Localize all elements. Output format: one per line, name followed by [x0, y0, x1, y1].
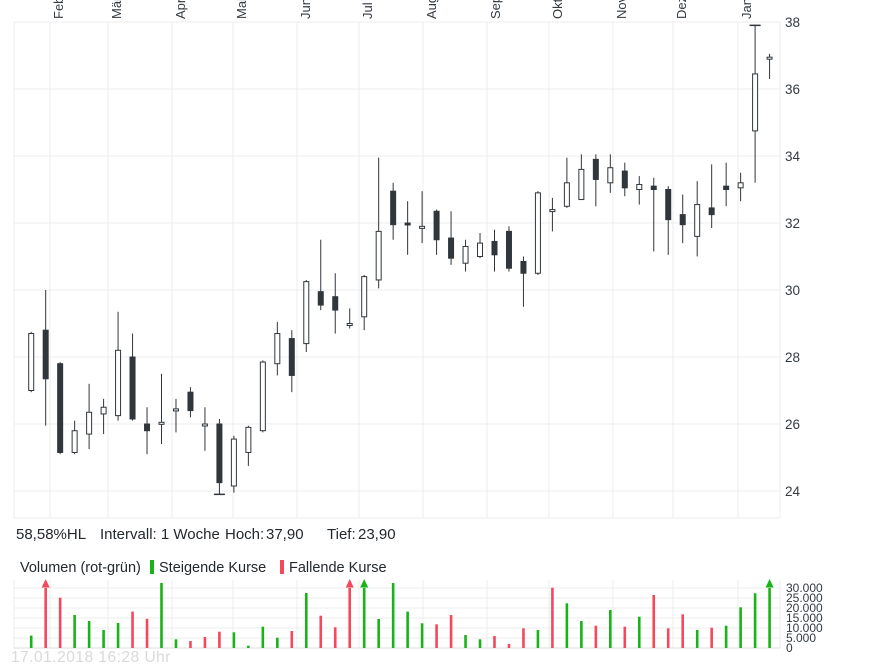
- svg-text:0: 0: [786, 641, 793, 655]
- volume-legend: Volumen (rot-grün) Steigende Kurse Falle…: [0, 558, 895, 576]
- volume-legend-label: Volumen (rot-grün): [20, 560, 141, 576]
- svg-text:Mär: Mär: [109, 0, 124, 19]
- timestamp-watermark: 17.01.2018 16:28 Uhr: [11, 649, 171, 666]
- rising-color-chip: [150, 560, 154, 574]
- falling-legend-label: Fallende Kurse: [289, 560, 387, 576]
- stats-bar: 58,58%HL Intervall: 1 Woche Hoch: 37,90 …: [0, 524, 895, 544]
- price-candlestick-chart: 38 36 34 32 30 28 26 24 Feb Mär Apr Mai Jun Jul Aug Sep…: [13, 0, 801, 519]
- svg-text:Okt: Okt: [550, 0, 565, 19]
- svg-text:5.000: 5.000: [786, 631, 816, 645]
- svg-text:28: 28: [785, 350, 800, 365]
- svg-text:34: 34: [785, 149, 801, 164]
- rising-legend-label: Steigende Kurse: [159, 560, 267, 576]
- tief-label: Tief:: [327, 526, 356, 543]
- svg-text:30.000: 30.000: [786, 581, 823, 595]
- svg-text:25.000: 25.000: [786, 591, 823, 605]
- svg-text:15.000: 15.000: [786, 611, 823, 625]
- svg-text:Nov: Nov: [614, 0, 629, 19]
- svg-text:36: 36: [785, 82, 800, 97]
- svg-text:Mai: Mai: [234, 0, 249, 19]
- svg-text:Jun: Jun: [298, 0, 313, 19]
- svg-text:26: 26: [785, 417, 800, 432]
- hoch-label: Hoch:: [225, 526, 265, 543]
- interval-label: Intervall: 1 Woche: [100, 526, 220, 543]
- svg-text:Aug: Aug: [424, 0, 439, 19]
- svg-text:Feb: Feb: [51, 0, 66, 19]
- svg-text:38: 38: [785, 15, 800, 30]
- svg-text:24: 24: [785, 484, 801, 499]
- svg-text:Apr: Apr: [173, 0, 188, 19]
- svg-text:Jan: Jan: [739, 0, 754, 19]
- tief-value: 23,90: [358, 526, 396, 543]
- svg-text:30: 30: [785, 283, 800, 298]
- svg-text:20.000: 20.000: [786, 601, 823, 615]
- svg-text:Sep: Sep: [488, 0, 503, 19]
- falling-color-chip: [280, 560, 284, 574]
- svg-text:32: 32: [785, 216, 800, 231]
- percent-hl-value: 58,58%HL: [16, 526, 87, 543]
- hoch-value: 37,90: [266, 526, 304, 543]
- svg-text:10.000: 10.000: [786, 621, 823, 635]
- svg-text:Jul: Jul: [360, 2, 375, 19]
- svg-text:Dez: Dez: [674, 0, 689, 19]
